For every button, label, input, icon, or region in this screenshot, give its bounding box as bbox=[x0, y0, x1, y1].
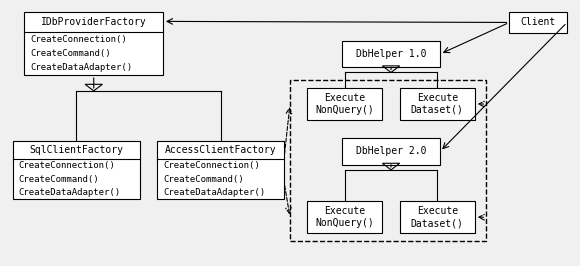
FancyBboxPatch shape bbox=[400, 201, 474, 233]
Text: CreateDataAdapter(): CreateDataAdapter() bbox=[30, 63, 132, 72]
FancyBboxPatch shape bbox=[307, 88, 382, 120]
Text: CreateCommand(): CreateCommand() bbox=[163, 174, 244, 184]
FancyBboxPatch shape bbox=[400, 88, 474, 120]
Text: AccessClientFactory: AccessClientFactory bbox=[165, 145, 277, 155]
Text: Execute
NonQuery(): Execute NonQuery() bbox=[316, 206, 374, 228]
Text: DbHelper 1.0: DbHelper 1.0 bbox=[356, 49, 426, 59]
Text: SqlClientFactory: SqlClientFactory bbox=[30, 145, 124, 155]
Text: Execute
Dataset(): Execute Dataset() bbox=[411, 93, 463, 115]
FancyBboxPatch shape bbox=[13, 141, 140, 199]
Text: CreateConnection(): CreateConnection() bbox=[30, 35, 127, 44]
Text: Client: Client bbox=[521, 18, 556, 27]
Text: CreateConnection(): CreateConnection() bbox=[19, 161, 115, 171]
Text: IDbProviderFactory: IDbProviderFactory bbox=[41, 17, 147, 27]
Text: CreateCommand(): CreateCommand() bbox=[19, 174, 99, 184]
Text: CreateCommand(): CreateCommand() bbox=[30, 49, 111, 58]
FancyBboxPatch shape bbox=[509, 12, 567, 33]
FancyBboxPatch shape bbox=[157, 141, 284, 199]
FancyBboxPatch shape bbox=[342, 41, 440, 67]
FancyBboxPatch shape bbox=[24, 12, 163, 75]
FancyBboxPatch shape bbox=[307, 201, 382, 233]
Text: Execute
Dataset(): Execute Dataset() bbox=[411, 206, 463, 228]
Text: CreateConnection(): CreateConnection() bbox=[163, 161, 260, 171]
Text: CreateDataAdapter(): CreateDataAdapter() bbox=[19, 188, 121, 197]
Text: CreateDataAdapter(): CreateDataAdapter() bbox=[163, 188, 265, 197]
FancyBboxPatch shape bbox=[342, 138, 440, 165]
Text: DbHelper 2.0: DbHelper 2.0 bbox=[356, 146, 426, 156]
Text: Execute
NonQuery(): Execute NonQuery() bbox=[316, 93, 374, 115]
